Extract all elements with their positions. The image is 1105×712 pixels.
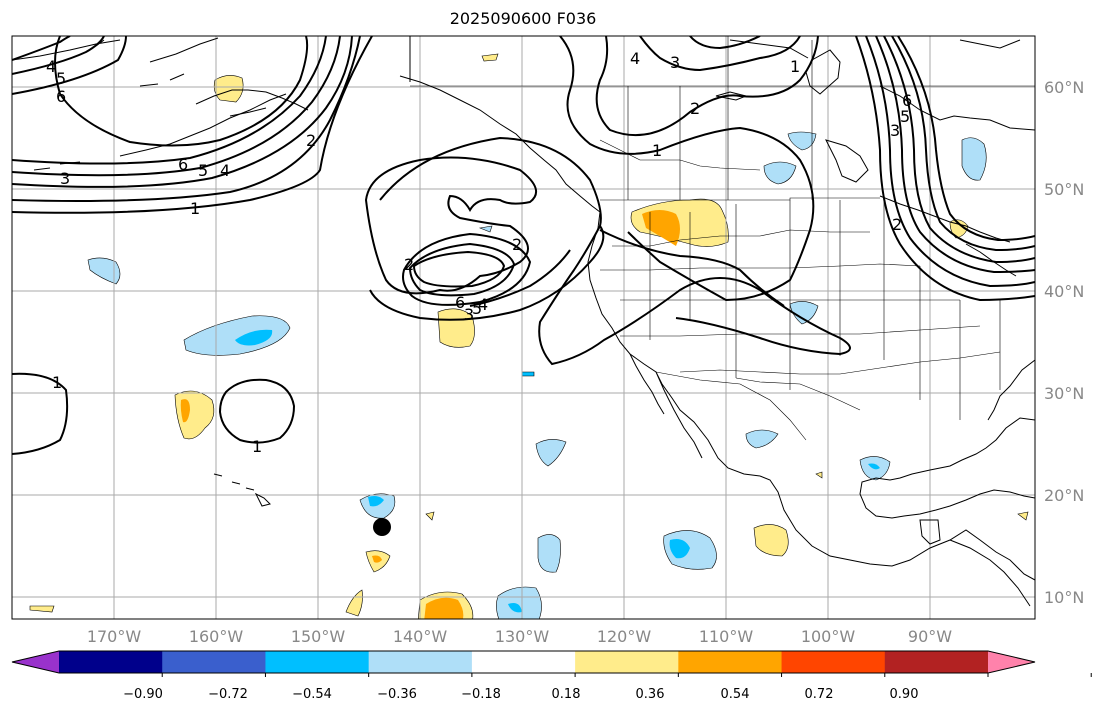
- contour-label: 5: [472, 299, 482, 318]
- anomaly-fill-layer: [29, 53, 1029, 619]
- lat-tick-label: 60°N: [1044, 78, 1084, 97]
- lat-tick-label: 20°N: [1044, 486, 1084, 505]
- colorbar-segment: [368, 651, 473, 673]
- contour-label: 6: [178, 155, 188, 174]
- colorbar-tick-label: −0.90: [123, 687, 163, 702]
- graticule: [12, 36, 1035, 619]
- contour-label: 2: [512, 235, 522, 254]
- colorbar-segment: [781, 651, 886, 673]
- lon-tick-label: 110°W: [699, 627, 754, 646]
- contour-label: 4: [630, 49, 640, 68]
- colorbar-extend-low: [12, 651, 59, 673]
- colorbar-tick-label: −0.54: [292, 687, 332, 702]
- contour-label: 3: [670, 53, 680, 72]
- colorbar-tick-label: 0.90: [890, 687, 919, 702]
- lat-tick-label: 10°N: [1044, 588, 1084, 607]
- colorbar-extend-high: [988, 651, 1035, 673]
- map-panel: [12, 36, 1035, 619]
- contour-label: 2: [690, 99, 700, 118]
- colorbar-tick-label: 0.36: [636, 687, 665, 702]
- contour-label: 1: [252, 437, 262, 456]
- contour-label: 3: [60, 169, 70, 188]
- contour-label: 2: [404, 255, 414, 274]
- map-title: 2025090600 F036: [449, 9, 597, 28]
- contour-label: 2: [306, 131, 316, 150]
- colorbar-segment: [575, 651, 679, 673]
- contour-label: 5: [900, 107, 910, 126]
- lat-tick-label: 40°N: [1044, 282, 1084, 301]
- contour-label: 6: [56, 87, 66, 106]
- colorbar-tick-label: −0.18: [461, 687, 501, 702]
- lon-tick-label: 90°W: [908, 627, 952, 646]
- lon-tick-label: 160°W: [189, 627, 244, 646]
- contour-label: 5: [56, 69, 66, 88]
- colorbar: [11, 650, 1036, 674]
- contour-label: 2: [892, 215, 902, 234]
- latitude-axis: 60°N 50°N 40°N 30°N 20°N 10°N: [1044, 78, 1084, 607]
- contour-label: 6: [902, 91, 912, 110]
- contour-label: 1: [652, 141, 662, 160]
- contour-label: 5: [198, 161, 208, 180]
- colorbar-segment: [678, 651, 783, 673]
- colorbar-segment: [471, 651, 576, 673]
- lon-tick-label: 150°W: [291, 627, 346, 646]
- lon-tick-label: 130°W: [495, 627, 550, 646]
- contour-lines: [12, 36, 1035, 455]
- colorbar-segment: [162, 651, 266, 673]
- lon-tick-label: 140°W: [393, 627, 448, 646]
- colorbar-tick-label: 0.18: [552, 687, 581, 702]
- colorbar-ticks: −0.90 −0.72 −0.54 −0.36 −0.18 0.18 0.36 …: [123, 673, 1092, 702]
- longitude-axis: 170°W 160°W 150°W 140°W 130°W 120°W 110°…: [87, 627, 952, 646]
- map-border: [11, 35, 1036, 620]
- contour-label: 1: [52, 373, 62, 392]
- contour-label-group: 4 5 6 6 5 4 3 1 2 6 5 4 3 2 1 1 1 2 4 3 …: [46, 49, 912, 456]
- contour-label: 4: [46, 57, 56, 76]
- contour-label: 1: [790, 57, 800, 76]
- lat-tick-label: 50°N: [1044, 180, 1084, 199]
- contour-label: 1: [190, 199, 200, 218]
- colorbar-tick-label: 0.54: [721, 687, 750, 702]
- lon-tick-label: 100°W: [801, 627, 856, 646]
- lat-tick-label: 30°N: [1044, 384, 1084, 403]
- lon-tick-label: 120°W: [597, 627, 652, 646]
- colorbar-tick-label: 0.72: [805, 687, 834, 702]
- colorbar-tick-label: −0.72: [208, 687, 248, 702]
- contour-label: 3: [890, 121, 900, 140]
- colorbar-segment: [884, 651, 989, 673]
- storm-center-marker: [373, 518, 391, 536]
- colorbar-tick-label: −0.36: [377, 687, 417, 702]
- contour-label: 4: [220, 161, 230, 180]
- contour-label: 4: [478, 295, 488, 314]
- lon-tick-label: 170°W: [87, 627, 142, 646]
- colorbar-segment: [59, 651, 163, 673]
- contour-label: 6: [455, 293, 465, 312]
- colorbar-outline: [11, 650, 1036, 674]
- political-borders: [410, 36, 1035, 441]
- contour-label: 3: [464, 305, 474, 324]
- colorbar-segment: [265, 651, 370, 673]
